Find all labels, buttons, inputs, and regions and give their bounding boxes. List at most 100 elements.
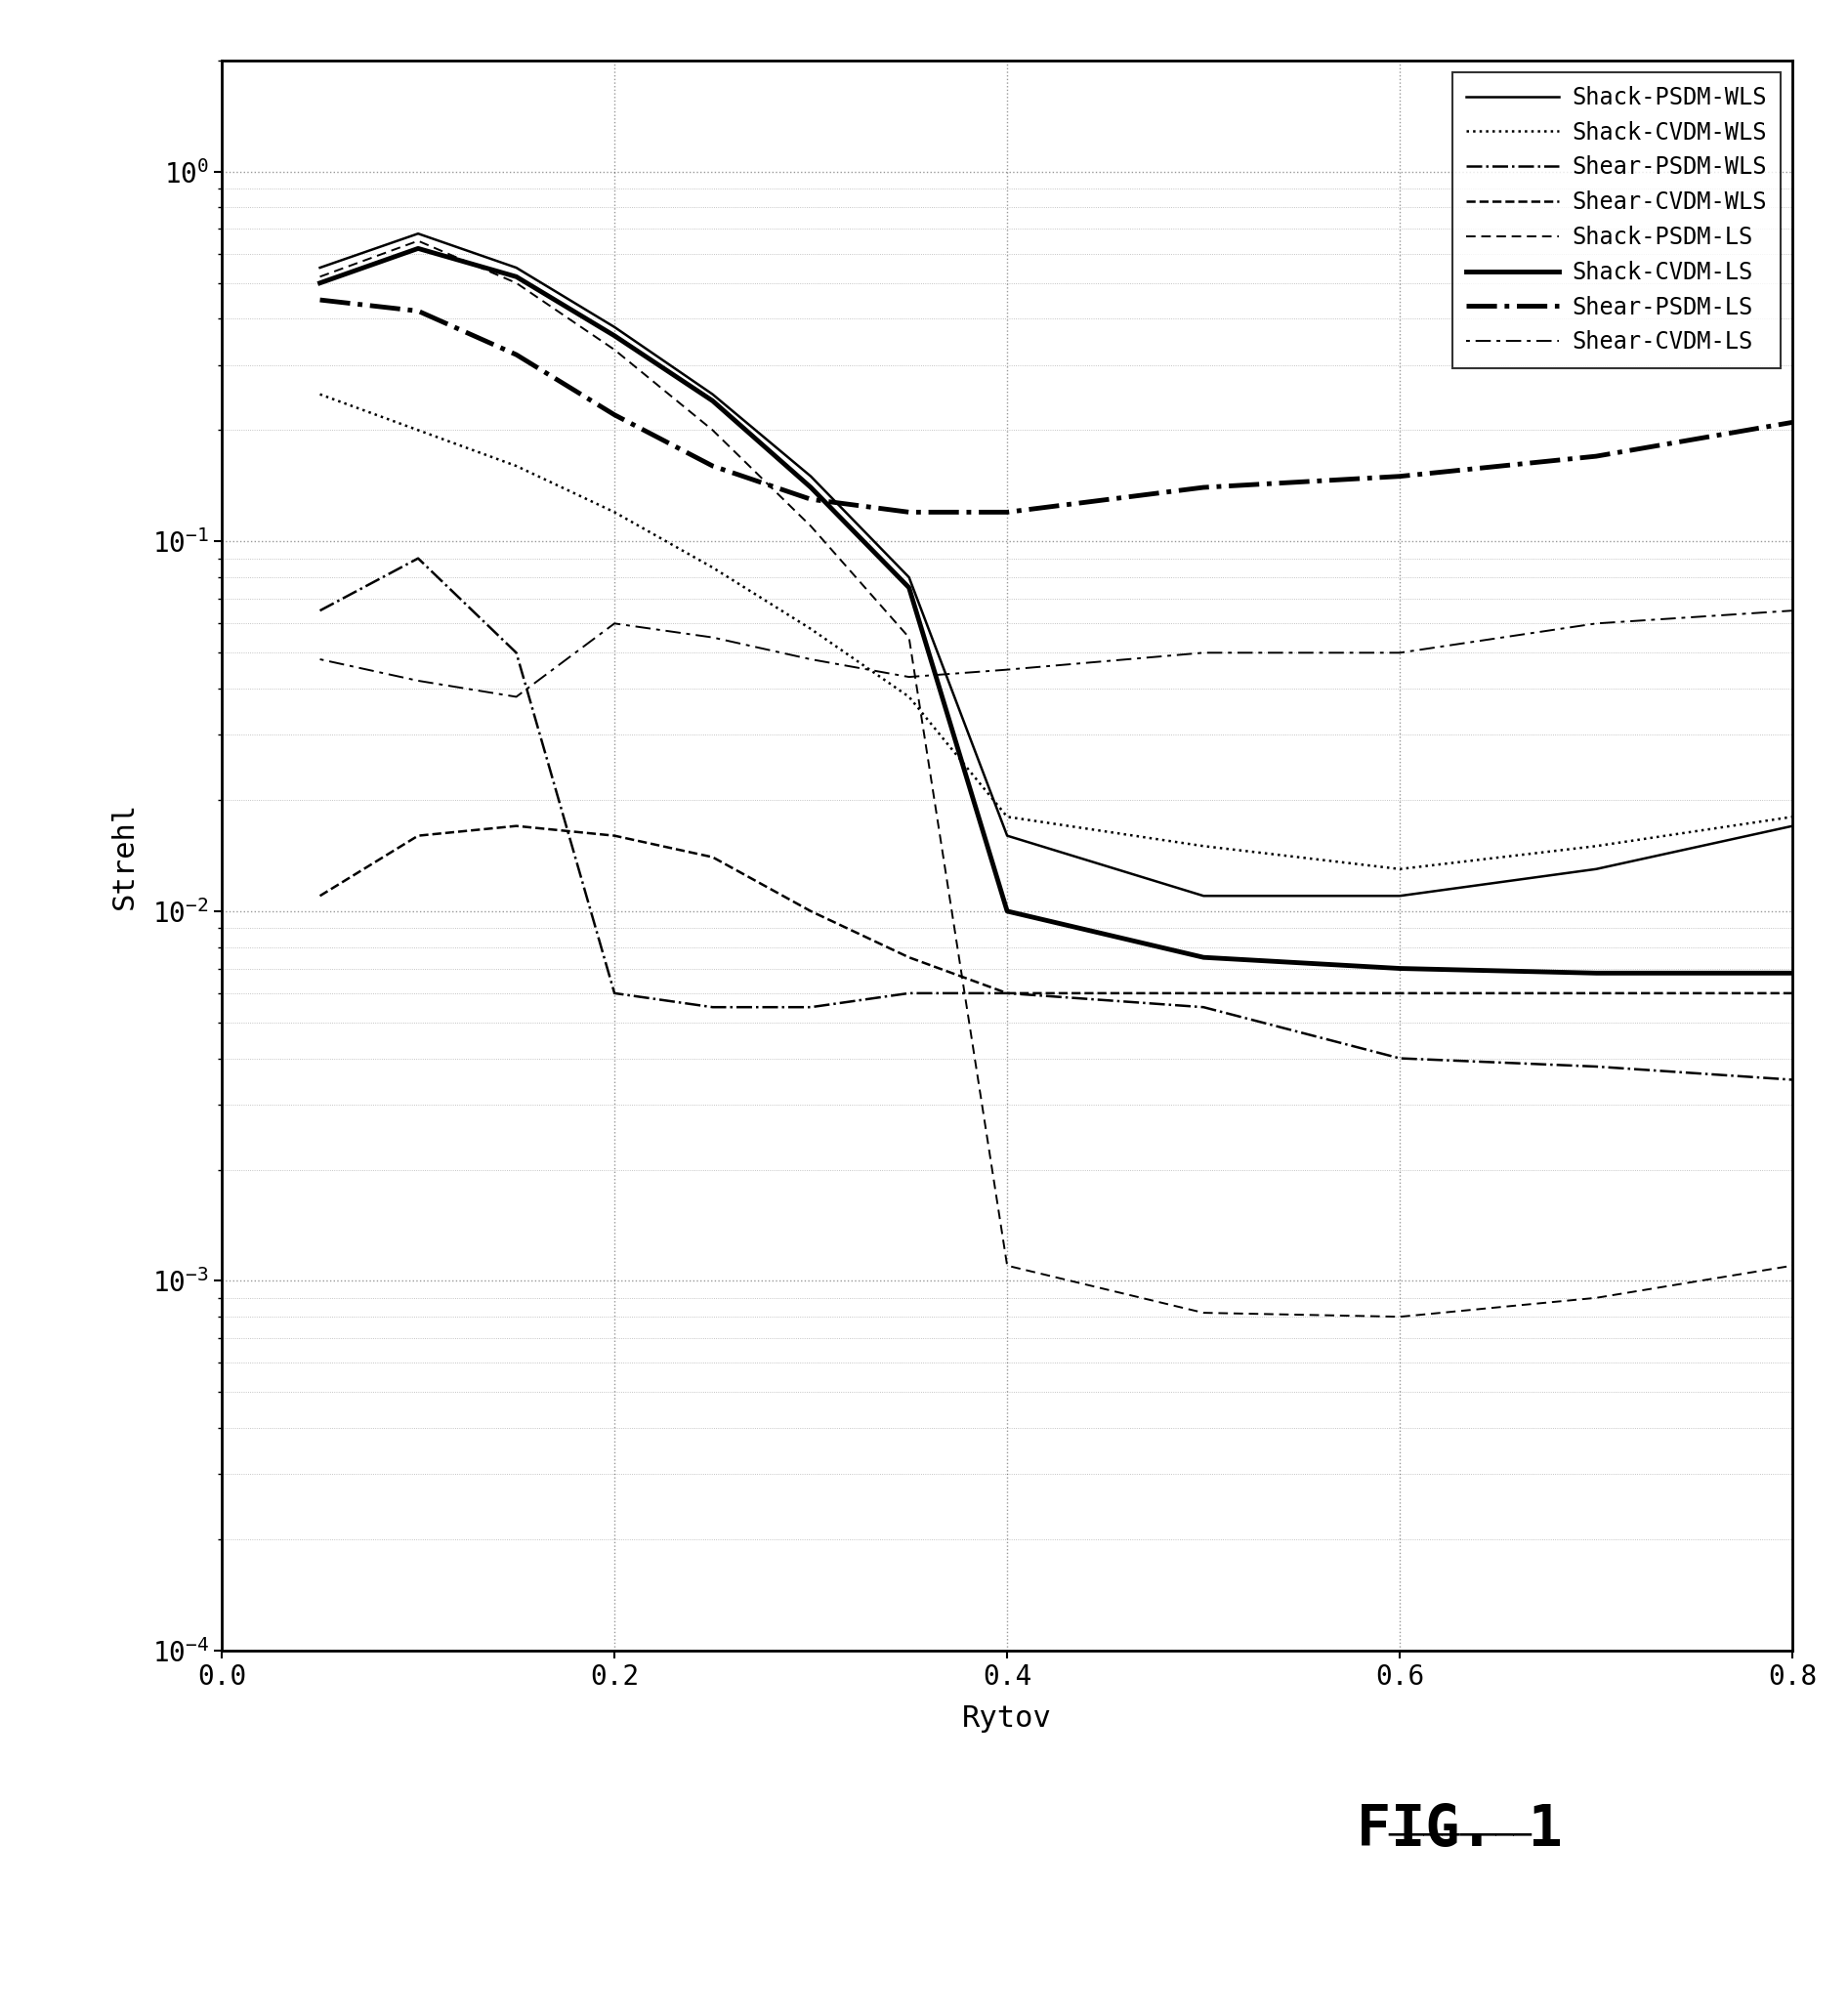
- Shear-PSDM-LS: [996, 499, 1018, 523]
- Shear-CVDM-LS: [1390, 640, 1412, 664]
- Shack-PSDM-WLS: [1781, 813, 1804, 837]
- Line: Shear-CVDM-WLS: Shear-CVDM-WLS: [320, 825, 1793, 992]
- Shear-CVDM-LS: [800, 648, 822, 672]
- Shack-CVDM-WLS: [505, 453, 527, 477]
- Shear-CVDM-LS: [1586, 612, 1608, 636]
- Shear-CVDM-WLS: [407, 823, 429, 847]
- Shear-CVDM-LS: [898, 664, 920, 688]
- Shack-PSDM-WLS: [407, 221, 429, 246]
- Text: ────────: ────────: [1388, 1822, 1532, 1850]
- Shear-CVDM-LS: [407, 668, 429, 692]
- Shear-PSDM-WLS: [505, 640, 527, 664]
- Shear-CVDM-WLS: [602, 823, 625, 847]
- Shear-CVDM-WLS: [505, 813, 527, 837]
- Shear-PSDM-LS: [1390, 465, 1412, 489]
- Shack-CVDM-WLS: [898, 684, 920, 709]
- Shack-PSDM-WLS: [800, 465, 822, 489]
- Shack-CVDM-LS: [702, 389, 724, 413]
- Shear-PSDM-LS: [407, 298, 429, 322]
- Y-axis label: Strehl: Strehl: [111, 801, 139, 910]
- Legend: Shack-PSDM-WLS, Shack-CVDM-WLS, Shear-PSDM-WLS, Shear-CVDM-WLS, Shack-PSDM-LS, S: Shack-PSDM-WLS, Shack-CVDM-WLS, Shear-PS…: [1453, 72, 1781, 368]
- Shack-CVDM-WLS: [602, 499, 625, 523]
- Shack-CVDM-WLS: [1390, 858, 1412, 882]
- Shack-CVDM-WLS: [407, 419, 429, 443]
- Line: Shack-CVDM-LS: Shack-CVDM-LS: [320, 248, 1793, 972]
- Shear-PSDM-WLS: [1390, 1047, 1412, 1071]
- Shear-PSDM-LS: [1586, 445, 1608, 469]
- Shack-CVDM-LS: [1192, 946, 1214, 970]
- Shack-CVDM-LS: [996, 900, 1018, 924]
- Shear-CVDM-WLS: [309, 884, 331, 908]
- Shack-PSDM-WLS: [1390, 884, 1412, 908]
- Shear-PSDM-WLS: [898, 980, 920, 1004]
- Shear-PSDM-LS: [800, 487, 822, 511]
- Shear-CVDM-WLS: [1781, 980, 1804, 1004]
- Shear-CVDM-WLS: [898, 946, 920, 970]
- Shack-PSDM-LS: [996, 1254, 1018, 1278]
- Shack-PSDM-WLS: [309, 256, 331, 280]
- Shear-CVDM-WLS: [1586, 980, 1608, 1004]
- Shear-PSDM-LS: [898, 499, 920, 523]
- Shear-CVDM-LS: [505, 684, 527, 709]
- Shear-CVDM-WLS: [800, 900, 822, 924]
- Shear-PSDM-LS: [505, 342, 527, 366]
- Shear-PSDM-WLS: [996, 980, 1018, 1004]
- Shack-CVDM-LS: [309, 272, 331, 296]
- Shear-CVDM-WLS: [702, 845, 724, 870]
- Shack-PSDM-WLS: [1192, 884, 1214, 908]
- Shear-CVDM-LS: [702, 626, 724, 650]
- Shack-PSDM-LS: [1192, 1300, 1214, 1325]
- Shear-PSDM-LS: [1192, 475, 1214, 499]
- Shack-PSDM-LS: [898, 626, 920, 650]
- Shear-CVDM-LS: [309, 648, 331, 672]
- Shack-PSDM-LS: [602, 338, 625, 362]
- Line: Shack-CVDM-WLS: Shack-CVDM-WLS: [320, 395, 1793, 870]
- Shack-CVDM-WLS: [1781, 805, 1804, 829]
- Shack-PSDM-LS: [1390, 1304, 1412, 1329]
- Shack-PSDM-LS: [505, 272, 527, 296]
- Shack-PSDM-LS: [407, 229, 429, 254]
- Shack-PSDM-LS: [702, 419, 724, 443]
- Shack-PSDM-WLS: [505, 256, 527, 280]
- Shack-PSDM-WLS: [702, 382, 724, 407]
- Shear-PSDM-WLS: [309, 598, 331, 622]
- Shack-CVDM-LS: [800, 475, 822, 499]
- Shack-CVDM-WLS: [996, 805, 1018, 829]
- Shack-PSDM-LS: [309, 264, 331, 288]
- X-axis label: Rytov: Rytov: [963, 1705, 1052, 1733]
- Shack-PSDM-WLS: [602, 314, 625, 338]
- Shack-CVDM-LS: [1390, 956, 1412, 980]
- Shear-PSDM-WLS: [407, 546, 429, 570]
- Shack-PSDM-WLS: [996, 823, 1018, 847]
- Shear-PSDM-WLS: [800, 994, 822, 1019]
- Shack-CVDM-WLS: [309, 382, 331, 407]
- Line: Shack-PSDM-WLS: Shack-PSDM-WLS: [320, 234, 1793, 896]
- Line: Shack-PSDM-LS: Shack-PSDM-LS: [320, 242, 1793, 1317]
- Shear-PSDM-LS: [702, 453, 724, 477]
- Shack-CVDM-LS: [1586, 960, 1608, 984]
- Shack-CVDM-LS: [407, 236, 429, 260]
- Shack-PSDM-LS: [1781, 1254, 1804, 1278]
- Shear-CVDM-LS: [1192, 640, 1214, 664]
- Shack-PSDM-LS: [1586, 1286, 1608, 1310]
- Shack-CVDM-WLS: [1586, 833, 1608, 858]
- Shear-PSDM-WLS: [702, 994, 724, 1019]
- Shack-CVDM-LS: [1781, 960, 1804, 984]
- Shear-PSDM-LS: [602, 403, 625, 427]
- Shear-PSDM-WLS: [1192, 994, 1214, 1019]
- Line: Shear-PSDM-WLS: Shear-PSDM-WLS: [320, 558, 1793, 1079]
- Shack-CVDM-WLS: [800, 616, 822, 640]
- Shack-PSDM-WLS: [898, 566, 920, 590]
- Shack-CVDM-LS: [505, 264, 527, 288]
- Shack-PSDM-LS: [800, 513, 822, 537]
- Shear-PSDM-LS: [1781, 411, 1804, 435]
- Shear-PSDM-LS: [309, 288, 331, 312]
- Line: Shear-CVDM-LS: Shear-CVDM-LS: [320, 610, 1793, 696]
- Shack-CVDM-WLS: [702, 556, 724, 580]
- Shack-CVDM-LS: [898, 576, 920, 600]
- Shack-CVDM-WLS: [1192, 833, 1214, 858]
- Shear-CVDM-WLS: [1390, 980, 1412, 1004]
- Shack-CVDM-LS: [602, 324, 625, 348]
- Shear-CVDM-LS: [996, 658, 1018, 682]
- Shear-CVDM-WLS: [996, 980, 1018, 1004]
